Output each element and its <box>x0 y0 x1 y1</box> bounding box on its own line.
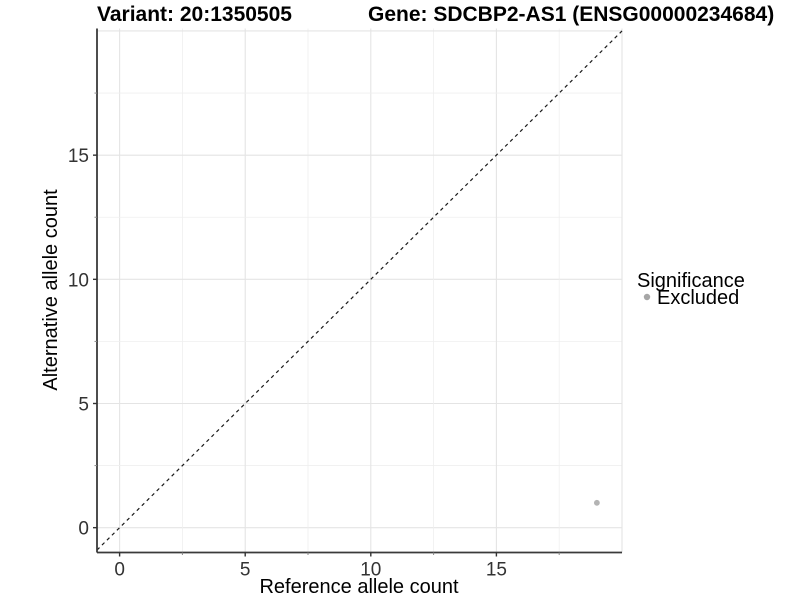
axis-tick-labels: 0 5 10 15 0 5 10 15 <box>68 146 507 580</box>
gene-title: Gene: SDCBP2-AS1 (ENSG00000234684) <box>368 3 774 26</box>
gridlines <box>97 28 623 553</box>
y-tick-label: 5 <box>78 394 89 415</box>
identity-line <box>96 30 623 551</box>
identity-line-layer <box>96 30 623 551</box>
data-points <box>593 499 600 506</box>
legend-key-dot-icon <box>643 293 651 301</box>
legend-title: Significance <box>637 270 745 292</box>
legend-item-label: Excluded <box>657 287 739 309</box>
y-axis-title: Alternative allele count <box>40 189 62 391</box>
axis-ticks <box>93 92 560 557</box>
data-point <box>593 499 600 506</box>
variant-title: Variant: 20:1350505 <box>97 3 292 26</box>
y-tick-label: 0 <box>78 519 89 540</box>
x-axis-title: Reference allele count <box>259 576 458 598</box>
legend: Significance Excluded <box>637 270 745 309</box>
x-tick-label: 5 <box>240 560 251 581</box>
x-tick-label: 0 <box>114 560 125 581</box>
y-tick-label: 15 <box>68 146 89 167</box>
x-tick-label: 10 <box>360 560 381 581</box>
x-tick-label: 15 <box>486 560 507 581</box>
legend-item-excluded: Excluded <box>643 287 739 309</box>
y-tick-label: 10 <box>68 270 89 291</box>
axes <box>96 28 622 554</box>
